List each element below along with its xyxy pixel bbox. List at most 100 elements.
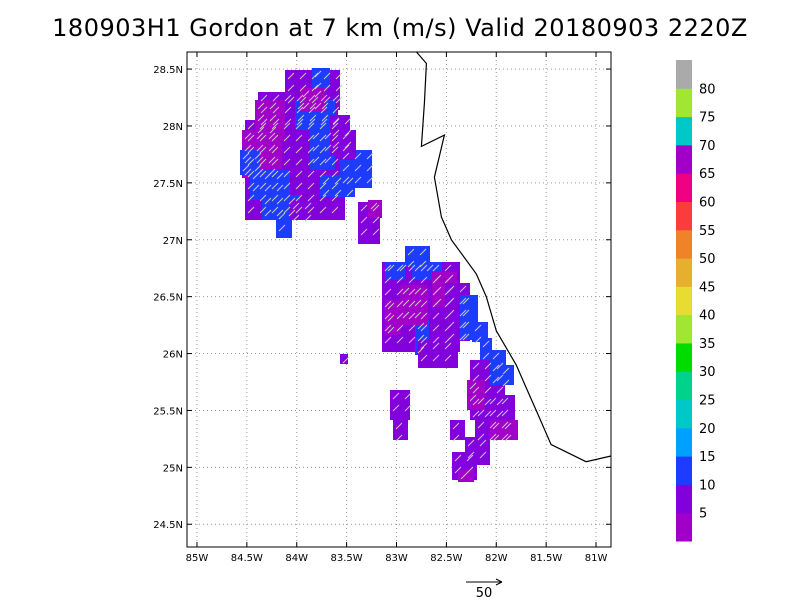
wind-vector [354, 176, 362, 184]
wind-vector [496, 398, 504, 406]
wind-vector [302, 102, 310, 110]
wind-vector [331, 194, 339, 202]
wind-vector [504, 434, 512, 442]
colorbar-swatch [676, 88, 692, 118]
wind-vector [346, 177, 354, 185]
colorbar-label: 60 [699, 195, 716, 210]
wind-vector [452, 422, 460, 430]
wind-vector [404, 404, 412, 412]
wind-vector [257, 114, 265, 122]
wind-vector [283, 134, 291, 142]
wind-vector [417, 346, 425, 354]
wind-vector [276, 197, 284, 205]
wind-vector [242, 164, 250, 172]
wind-vector [247, 134, 255, 142]
lon-tick-label: 81W [585, 553, 608, 564]
colorbar-swatch [676, 512, 692, 542]
wind-vector [268, 156, 276, 164]
wind-vector [331, 182, 339, 190]
wind-vector [264, 172, 272, 180]
wind-vector [489, 409, 497, 417]
wind-vector [271, 206, 279, 214]
wind-vector [396, 276, 404, 284]
wind-vector [407, 260, 415, 268]
wind-vector [247, 146, 255, 154]
wind-vector [319, 146, 327, 154]
colorbar-label: 75 [699, 111, 716, 126]
wind-vector [492, 364, 500, 372]
wind-vector [384, 324, 392, 332]
wind-vector [408, 336, 416, 344]
wind-vector [420, 264, 428, 272]
wind-vector [432, 324, 440, 332]
wind-vector [420, 288, 428, 296]
wind-vector [354, 164, 362, 172]
wind-vector [395, 434, 403, 442]
wind-vector [417, 322, 425, 330]
wind-vector [387, 264, 395, 272]
wind-vector [321, 102, 329, 110]
wind-cell [450, 420, 465, 440]
wind-vector [402, 311, 410, 319]
wind-vector [271, 194, 279, 202]
wind-vector [320, 118, 328, 126]
wind-vector [414, 311, 422, 319]
lon-tick-label: 82.5W [430, 553, 462, 564]
wind-vector [319, 194, 327, 202]
wind-vector [287, 84, 295, 92]
wind-vector [484, 410, 492, 418]
wind-vector [264, 184, 272, 192]
wind-vector [459, 333, 467, 341]
colorbar-label: 30 [699, 365, 716, 380]
wind-vector [259, 158, 267, 166]
colorbar-swatch [676, 286, 692, 316]
wind-vector [244, 156, 252, 164]
wind-vector [489, 421, 497, 429]
wind-vector [504, 422, 512, 430]
wind-vector [501, 397, 509, 405]
wind-vector [252, 184, 260, 192]
wind-vector [307, 146, 315, 154]
wind-vector [297, 114, 305, 122]
wind-vector [408, 264, 416, 272]
wind-vector [278, 224, 286, 232]
wind-vector [257, 102, 265, 110]
wind-vector [296, 106, 304, 114]
wind-vector [272, 106, 280, 114]
wind-vector [271, 182, 279, 190]
wind-vector [462, 333, 470, 341]
wind-vector [244, 144, 252, 152]
wind-vector [287, 72, 295, 80]
wind-vector [479, 439, 487, 447]
wind-vector [396, 264, 404, 272]
wind-vector [244, 168, 252, 176]
wind-vector [314, 102, 322, 110]
wind-vector [332, 117, 340, 125]
wind-vector [259, 182, 267, 190]
lat-tick-label: 24.5N [153, 520, 183, 531]
wind-vector [432, 342, 440, 350]
wind-vector [295, 122, 303, 130]
colorbar-swatch [676, 399, 692, 429]
wind-vector [314, 70, 322, 78]
wind-cell [393, 420, 408, 440]
wind-vector [384, 300, 392, 308]
wind-vector [489, 397, 497, 405]
wind-vector [502, 379, 510, 387]
colorbar-label: 55 [699, 224, 716, 239]
wind-vector [307, 182, 315, 190]
lon-tick-label: 83W [385, 553, 408, 564]
wind-vector [260, 94, 268, 102]
wind-vector [370, 202, 378, 210]
wind-vector [472, 386, 480, 394]
wind-vector [283, 146, 291, 154]
wind-vector [360, 216, 368, 224]
wind-vector [408, 276, 416, 284]
scale-arrow-head [495, 578, 503, 586]
wind-vector [296, 94, 304, 102]
wind-vector [467, 439, 475, 447]
wind-vector [268, 132, 276, 140]
wind-vector [256, 144, 264, 152]
wind-vector [434, 298, 442, 306]
